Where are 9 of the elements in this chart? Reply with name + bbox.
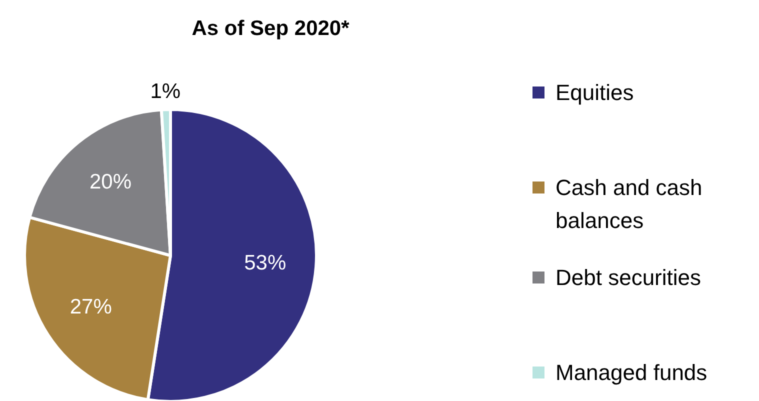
legend-label: Managed funds (556, 360, 708, 385)
legend-label: Equities (556, 80, 634, 105)
data-label: 20% (89, 170, 132, 194)
legend-label: Debt securities (556, 265, 702, 290)
data-label: 27% (70, 296, 112, 319)
data-label: 53% (244, 251, 286, 274)
data-label: 1% (150, 80, 181, 104)
chart-title: As of Sep 2020* (192, 17, 350, 40)
legend-label: Cash and cash balances (556, 175, 702, 233)
